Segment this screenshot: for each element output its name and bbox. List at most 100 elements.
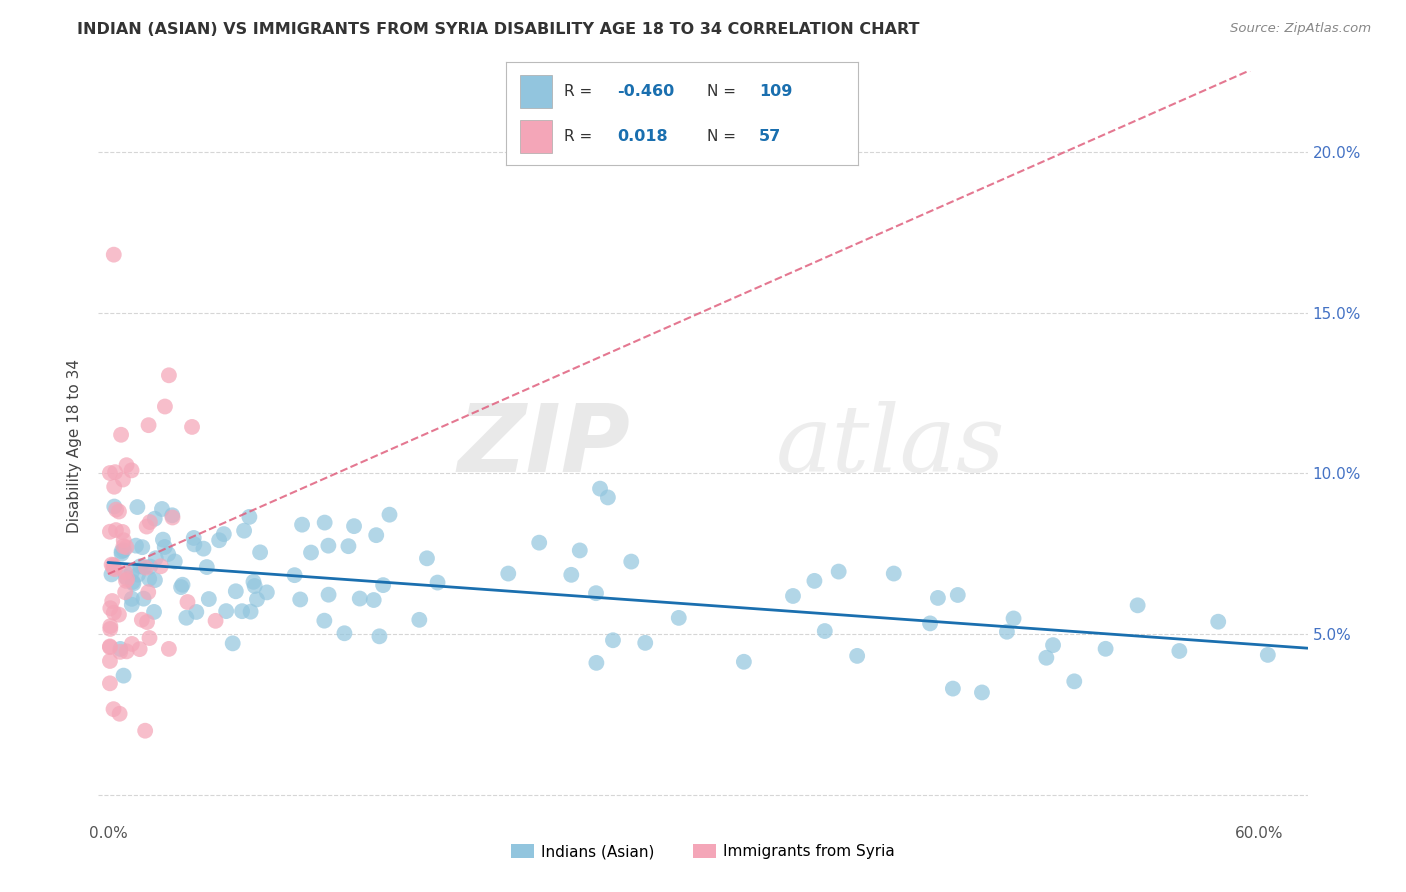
Point — [110, 547, 132, 561]
Point — [366, 528, 388, 542]
Point — [114, 570, 136, 584]
Point — [132, 591, 155, 606]
Point — [110, 427, 132, 442]
Point — [121, 598, 143, 612]
Point — [290, 592, 312, 607]
Point — [995, 624, 1018, 639]
Point — [103, 247, 125, 261]
Text: ZIP: ZIP — [457, 400, 630, 492]
Point — [103, 702, 125, 716]
Point — [176, 611, 198, 625]
Point — [946, 588, 969, 602]
Text: -0.460: -0.460 — [617, 84, 673, 99]
Point — [100, 558, 122, 572]
Point — [98, 466, 121, 480]
Point — [634, 636, 657, 650]
Point — [186, 605, 208, 619]
Legend: Indians (Asian), Immigrants from Syria: Indians (Asian), Immigrants from Syria — [505, 838, 901, 865]
Point — [942, 681, 965, 696]
FancyBboxPatch shape — [520, 75, 551, 108]
Text: N =: N = — [707, 128, 735, 144]
Text: 109: 109 — [759, 84, 793, 99]
Point — [125, 539, 148, 553]
Point — [198, 592, 221, 607]
Point — [343, 519, 366, 533]
Point — [163, 554, 186, 568]
Point — [183, 537, 205, 551]
Point — [416, 551, 439, 566]
Point — [103, 480, 125, 494]
Point — [249, 545, 271, 559]
Point — [208, 533, 231, 548]
Point — [238, 509, 260, 524]
Point — [131, 613, 153, 627]
Point — [98, 619, 121, 633]
Point — [115, 458, 138, 473]
Point — [112, 668, 135, 682]
Point — [1042, 638, 1064, 652]
Point — [143, 512, 166, 526]
Point — [108, 706, 131, 721]
Point — [110, 641, 132, 656]
Point — [100, 567, 122, 582]
Point — [314, 516, 336, 530]
Point — [363, 593, 385, 607]
Point — [145, 551, 167, 566]
Point — [110, 544, 132, 558]
Point — [568, 543, 591, 558]
Point — [157, 547, 180, 561]
Point — [135, 519, 157, 533]
Point — [153, 540, 176, 554]
Point — [104, 465, 127, 479]
Point — [98, 524, 121, 539]
Point — [138, 572, 160, 586]
Point — [108, 607, 131, 622]
Point — [426, 575, 449, 590]
Point — [104, 523, 127, 537]
Point — [98, 601, 121, 615]
Point — [172, 578, 194, 592]
Point — [134, 723, 156, 738]
Text: 0.018: 0.018 — [617, 128, 668, 144]
Point — [153, 400, 176, 414]
Point — [333, 626, 356, 640]
Point — [589, 482, 612, 496]
Point — [193, 541, 215, 556]
Point — [128, 642, 150, 657]
Point — [139, 515, 162, 529]
Point — [152, 533, 174, 547]
Point — [602, 633, 624, 648]
Point — [233, 524, 256, 538]
Point — [114, 566, 136, 580]
Point — [162, 508, 184, 523]
Point — [110, 645, 132, 659]
Point — [149, 559, 172, 574]
Point — [920, 616, 942, 631]
Point — [529, 535, 551, 549]
Point — [103, 500, 125, 514]
Y-axis label: Disability Age 18 to 34: Disability Age 18 to 34 — [67, 359, 83, 533]
Point — [135, 560, 157, 574]
Point — [127, 567, 149, 582]
Point — [204, 614, 226, 628]
Point — [560, 567, 582, 582]
Point — [970, 685, 993, 699]
Point — [138, 631, 160, 645]
Point — [1094, 641, 1116, 656]
Point — [368, 629, 391, 643]
Point — [98, 640, 121, 654]
Point — [225, 584, 247, 599]
Point — [111, 473, 134, 487]
Point — [195, 560, 218, 574]
Point — [620, 555, 643, 569]
Point — [291, 517, 314, 532]
Point — [111, 524, 134, 539]
Point — [108, 504, 131, 518]
Point — [222, 636, 245, 650]
Point — [378, 508, 401, 522]
Point — [115, 540, 138, 554]
Point — [883, 566, 905, 581]
Point — [1168, 644, 1191, 658]
Point — [115, 574, 138, 588]
Point — [246, 592, 269, 607]
